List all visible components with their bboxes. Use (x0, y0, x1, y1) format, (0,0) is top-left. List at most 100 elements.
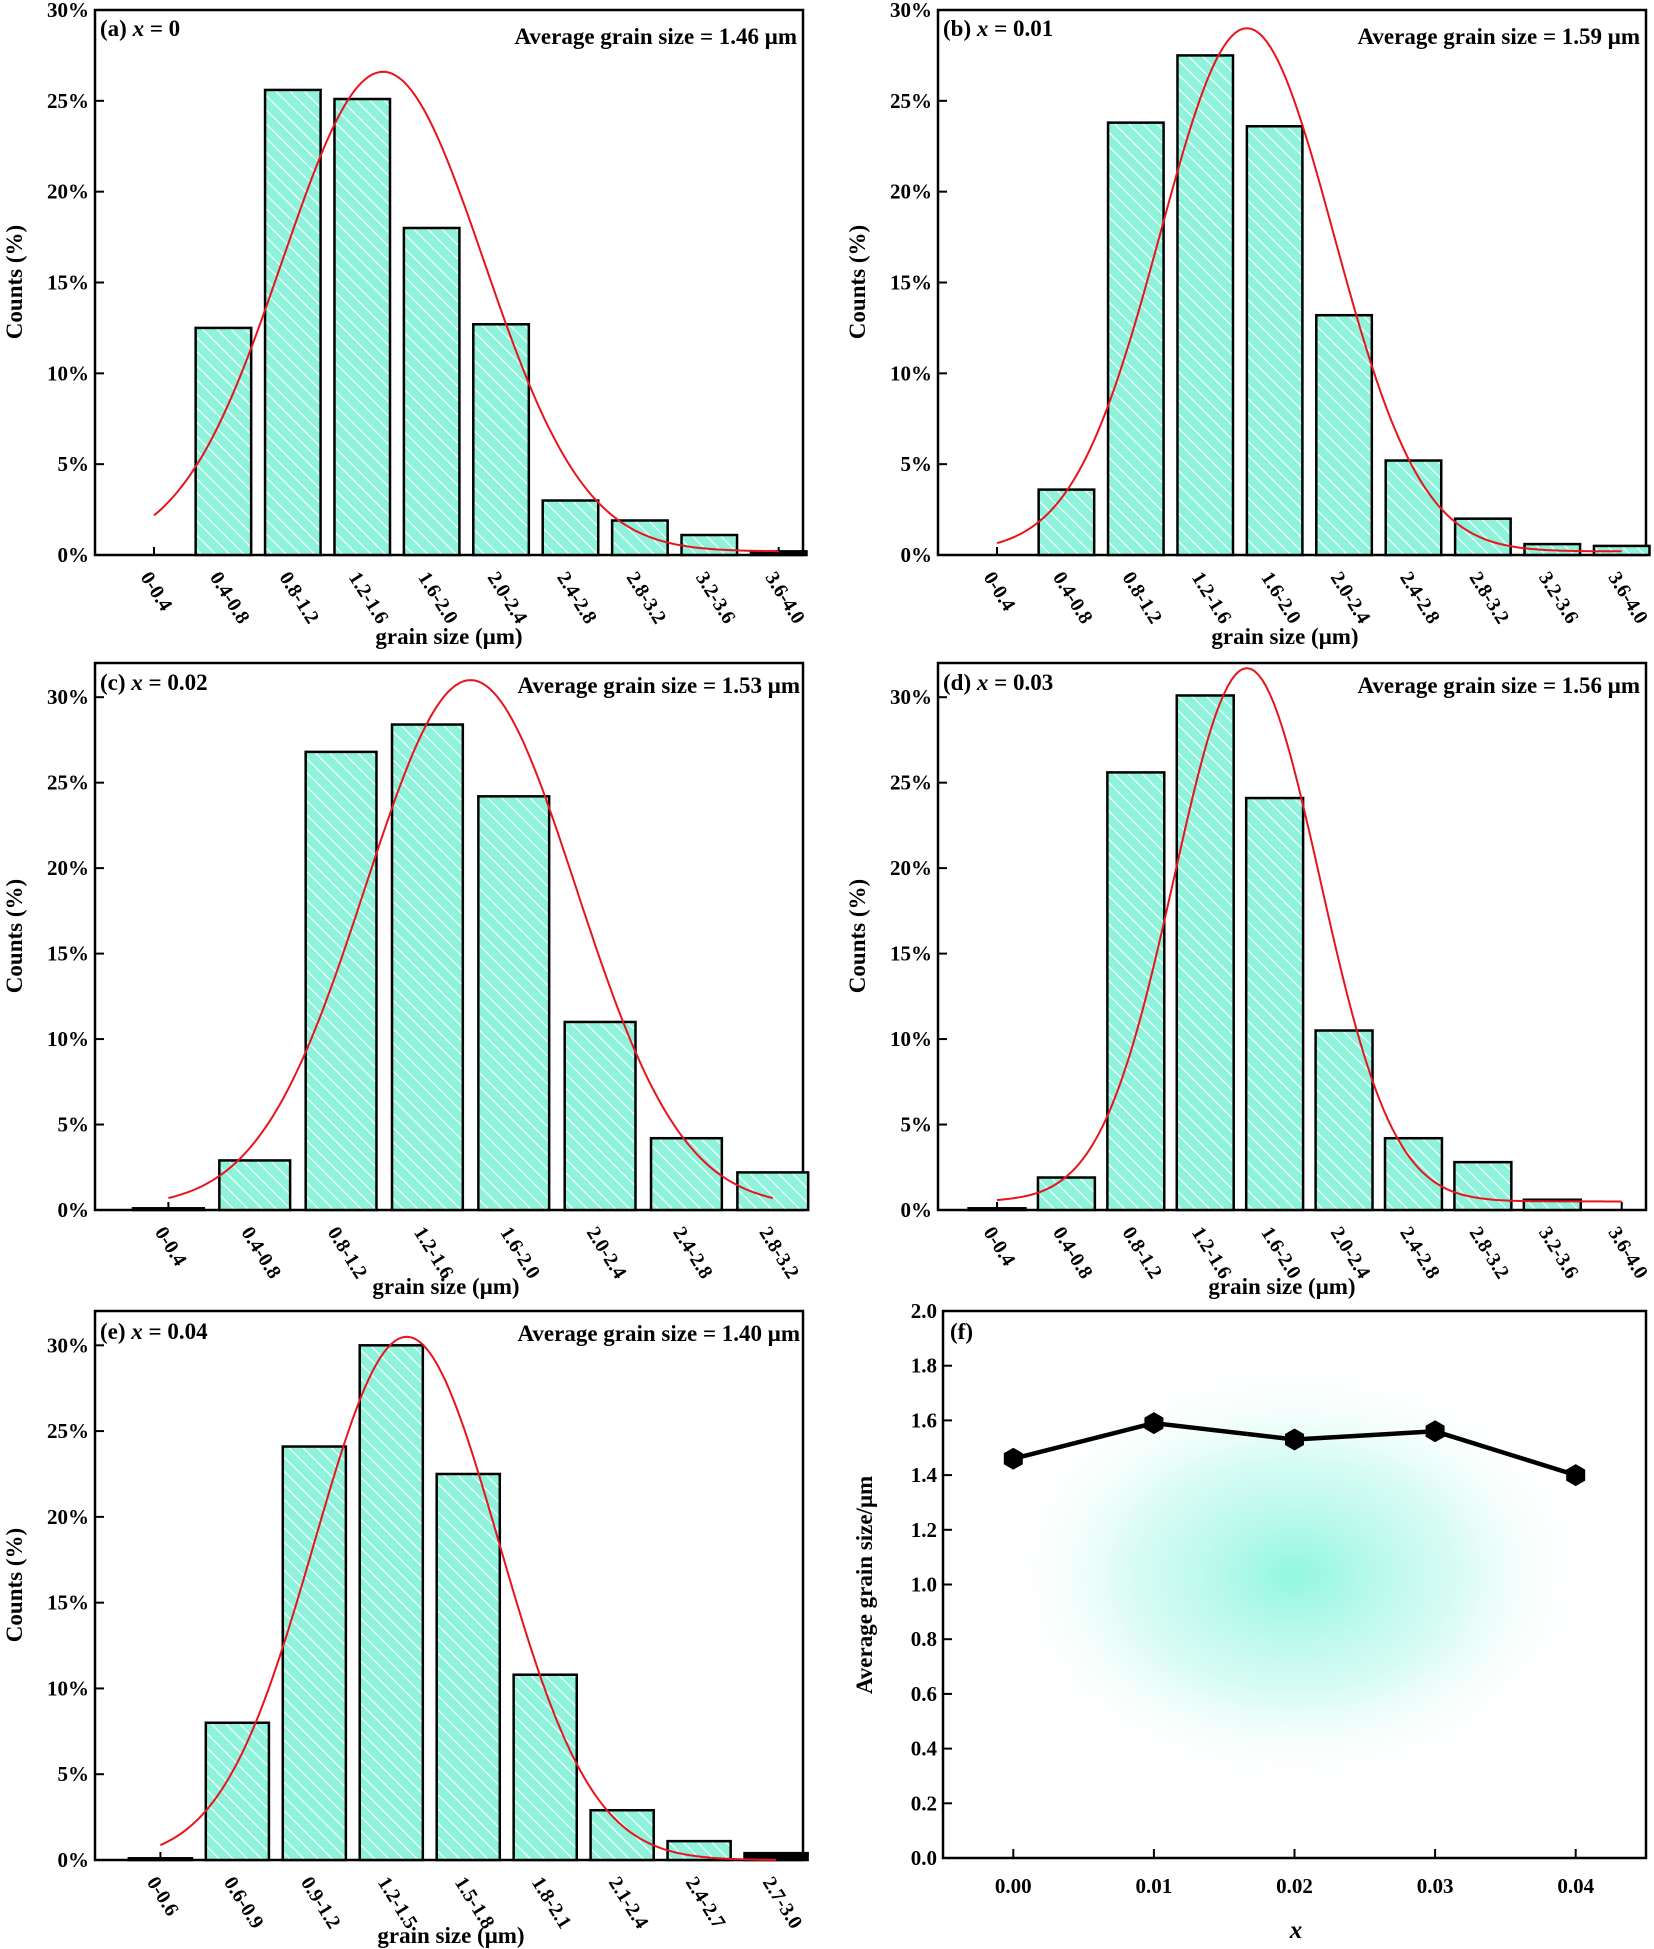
histogram-bar (589, 1808, 655, 1862)
average-grain-size-annotation: Average grain size = 1.59 μm (1358, 24, 1640, 49)
data-point-marker (1425, 1420, 1445, 1443)
x-tick-label: 2.4-2.7 (681, 1873, 730, 1933)
x-tick-label: 1.6-2.0 (1256, 568, 1305, 628)
y-tick-label: 15% (47, 271, 89, 295)
gaussian-fit-line (159, 1335, 777, 1861)
histogram-bar (967, 1207, 1027, 1212)
y-axis-label: Counts (%) (2, 225, 27, 339)
histogram-bar (402, 226, 461, 557)
histogram-bar (563, 1020, 637, 1212)
histogram-bar (1453, 517, 1512, 557)
y-tick-label: 5% (58, 1762, 90, 1786)
y-tick-label: 30% (890, 685, 932, 709)
y-tick-label: 0% (58, 543, 90, 567)
y-axis-label: Counts (%) (845, 225, 870, 339)
histogram-bar (1453, 1160, 1513, 1212)
x-tick-label: 2.4-2.8 (668, 1223, 717, 1283)
x-tick-label: 2.8-3.2 (622, 568, 671, 628)
data-point-marker (1285, 1428, 1304, 1451)
x-symbol: x (976, 670, 989, 695)
panel-label: (c) x = 0.02 (100, 670, 208, 695)
y-tick-label: 25% (47, 771, 89, 795)
y-tick-label: 20% (890, 856, 932, 880)
y-tick-label: 5% (58, 452, 90, 476)
x-tick-label: 0.9-1.2 (296, 1873, 345, 1933)
x-tick-label: 2.1-2.4 (604, 1873, 653, 1933)
y-tick-label: 15% (890, 271, 932, 295)
histogram-bar (680, 533, 739, 557)
histogram-bar (1037, 488, 1096, 557)
x-symbol: x (132, 16, 145, 41)
y-tick-label: 0% (58, 1848, 90, 1872)
x-axis-label: grain size (μm) (1208, 1274, 1355, 1299)
gaussian-fit-line (996, 27, 1622, 553)
x-tick-label: 0.02 (1276, 1874, 1313, 1898)
y-axis-label: Average grain size/μm (852, 1476, 877, 1694)
y-tick-label: 15% (47, 942, 89, 966)
y-tick-label: 2.0 (911, 1299, 937, 1323)
histogram-bar (435, 1472, 502, 1862)
data-point-marker (1003, 1447, 1023, 1470)
histogram-bar (204, 1721, 271, 1862)
x-tick-label: 2.7-3.0 (758, 1873, 807, 1933)
x-tick-label: 0-0.6 (142, 1873, 183, 1920)
x-tick-label: 0-0.4 (979, 1223, 1020, 1270)
x-tick-label: 0.03 (1417, 1874, 1454, 1898)
x-tick-label: 0.04 (1557, 1874, 1594, 1898)
histogram-bar (610, 519, 669, 557)
x-symbol: x (130, 1319, 143, 1344)
histogram-bar (218, 1159, 292, 1212)
x-tick-label: 2.0-2.4 (582, 1223, 631, 1283)
histogram-bar (131, 1207, 206, 1212)
y-tick-label: 30% (47, 0, 89, 22)
x-tick-label: 3.2-3.6 (1534, 1223, 1583, 1283)
histogram-bar (541, 499, 600, 557)
y-tick-label: 0.2 (911, 1791, 937, 1815)
y-tick-label: 1.0 (911, 1573, 937, 1597)
histogram-bar (749, 550, 808, 557)
x-tick-label: 3.6-4.0 (760, 568, 809, 628)
y-tick-label: 30% (47, 685, 89, 709)
y-tick-label: 0% (901, 543, 933, 567)
panel-label: (f) (950, 1319, 973, 1344)
y-tick-label: 0.4 (911, 1737, 938, 1761)
x-tick-label: 2.4-2.8 (1395, 568, 1444, 628)
x-tick-label: 0.4-0.8 (205, 568, 254, 628)
histogram-bar (1384, 459, 1443, 557)
gaussian-fit-line (996, 667, 1622, 1203)
x-tick-label: 1.8-2.1 (527, 1873, 576, 1933)
x-axis-label: grain size (μm) (1211, 624, 1358, 649)
histogram-bar (649, 1136, 724, 1212)
x-tick-label: 2.8-3.2 (1465, 568, 1514, 628)
x-tick-label: 0.8-1.2 (275, 568, 324, 628)
histogram-bar (263, 88, 322, 557)
x-tick-label: 2.0-2.4 (1326, 568, 1375, 628)
x-axis-label: grain size (μm) (375, 624, 522, 649)
average-grain-size-annotation: Average grain size = 1.53 μm (518, 673, 800, 698)
histogram-bar (472, 323, 531, 557)
y-tick-label: 30% (47, 1333, 89, 1357)
y-tick-label: 15% (890, 942, 932, 966)
average-grain-size-annotation: Average grain size = 1.40 μm (518, 1321, 800, 1346)
x-tick-label: 1.6-2.0 (413, 568, 462, 628)
y-tick-label: 1.6 (911, 1408, 937, 1432)
x-axis-label: x (1289, 1917, 1303, 1944)
panel-a: 0% 5% 10% 15% 20% 25% 30% 0-0.4 0.4-0.8 0.8-1.2 1.… (2, 0, 809, 649)
x-tick-label: 0.4-0.8 (236, 1223, 285, 1283)
histogram-bar (1175, 694, 1235, 1212)
y-tick-label: 25% (47, 89, 89, 113)
data-point-marker (1566, 1464, 1586, 1487)
histogram-bar (1383, 1136, 1444, 1212)
panel-c: 0%5%10%15%20%25%30%0-0.4 0.4-0.8 0.8-1.2 1.… (2, 661, 810, 1299)
histogram-bar (1176, 54, 1235, 557)
histogram-bar (281, 1445, 348, 1862)
y-tick-label: 20% (47, 180, 89, 204)
x-tick-label: 0.8-1.2 (323, 1223, 372, 1283)
y-axis-label: Counts (%) (2, 1528, 27, 1642)
y-tick-label: 0% (901, 1198, 933, 1222)
x-symbol: x (130, 670, 143, 695)
x-tick-label: 1.2-1.6 (1187, 568, 1236, 628)
y-tick-label: 5% (901, 452, 933, 476)
panel-label: (a) x = 0 (100, 16, 180, 41)
